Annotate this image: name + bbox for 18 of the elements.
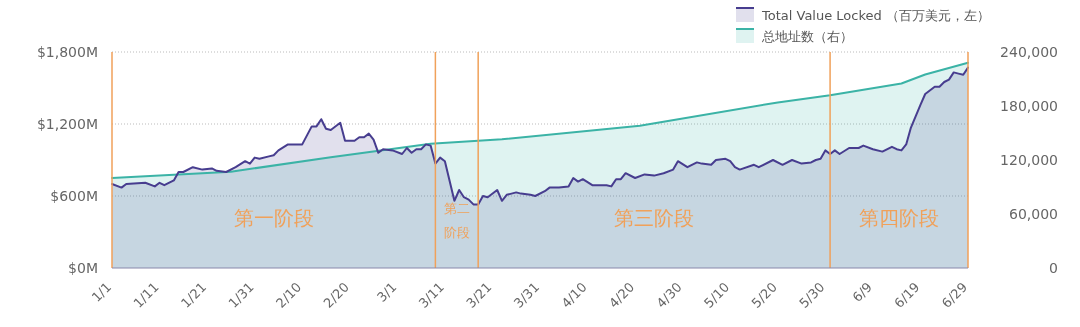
x-tick-label: 6/9	[849, 279, 876, 305]
y2-tick-label: 0	[1049, 260, 1058, 276]
annotation: 第四阶段	[859, 205, 940, 230]
x-tick-label: 3/1	[374, 279, 400, 305]
y-tick-label: $600M	[50, 188, 98, 204]
legend-label: 总地址数（右）	[761, 29, 853, 44]
y-tick-label: $1,800M	[36, 44, 98, 60]
legend-label: Total Value Locked （百万美元，左）	[761, 8, 990, 23]
y-tick-label: $1,200M	[36, 116, 98, 132]
x-tick-label: 1/1	[88, 279, 115, 305]
y-tick-label: $0M	[68, 260, 98, 276]
annotation: 第二阶段	[443, 200, 470, 240]
y2-tick-label: 180,000	[1000, 98, 1058, 114]
y2-tick-label: 60,000	[1009, 206, 1058, 222]
y2-tick-label: 120,000	[1000, 152, 1058, 168]
annotation: 第三阶段	[614, 205, 695, 230]
annotation: 第一阶段	[233, 205, 314, 230]
y2-tick-label: 240,000	[1000, 44, 1058, 60]
